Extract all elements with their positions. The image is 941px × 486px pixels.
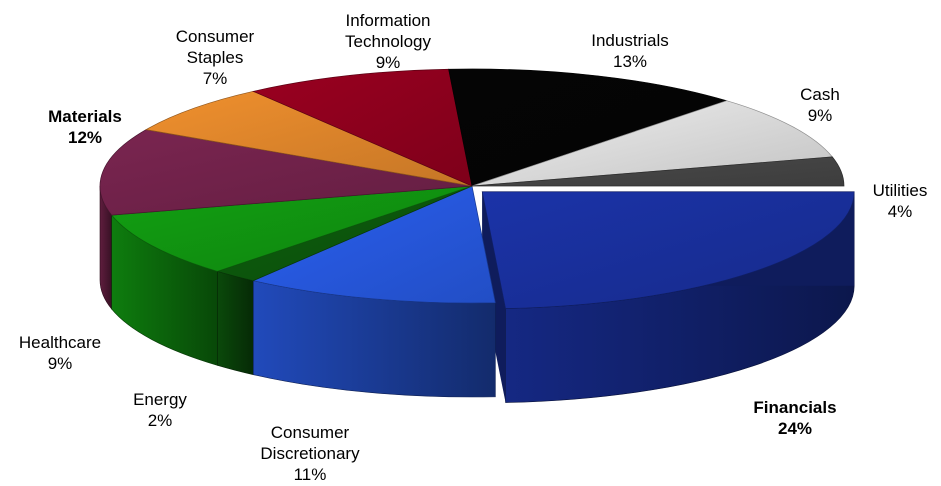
slice-top-cash [471, 100, 834, 187]
label-utilities: Utilities 4% [872, 181, 928, 221]
label-industrials: Industrials 13% [591, 31, 669, 71]
label-information-technology: Information Technology 9% [344, 11, 431, 72]
label-financials: Financials 24% [753, 398, 837, 438]
slice-top-financials [481, 191, 855, 309]
slice-top-consumer-staples [144, 90, 473, 187]
label-materials: Materials 12% [48, 107, 122, 147]
slice-top-materials [99, 129, 473, 216]
slice-top-healthcare [110, 185, 473, 272]
label-healthcare: Healthcare 9% [18, 333, 102, 373]
slice-wall-energy [217, 270, 254, 376]
label-consumer-discretionary: Consumer Discretionary 11% [260, 423, 360, 484]
label-cash: Cash 9% [800, 85, 840, 125]
slice-top-information-technology [252, 68, 473, 187]
slice-top-utilities [471, 156, 845, 187]
label-energy: Energy 2% [133, 390, 187, 430]
label-consumer-staples: Consumer Staples 7% [175, 27, 255, 88]
slice-energy [217, 270, 254, 376]
slice-top-industrials [448, 68, 728, 187]
slice-top-consumer-discretionary [252, 185, 496, 304]
